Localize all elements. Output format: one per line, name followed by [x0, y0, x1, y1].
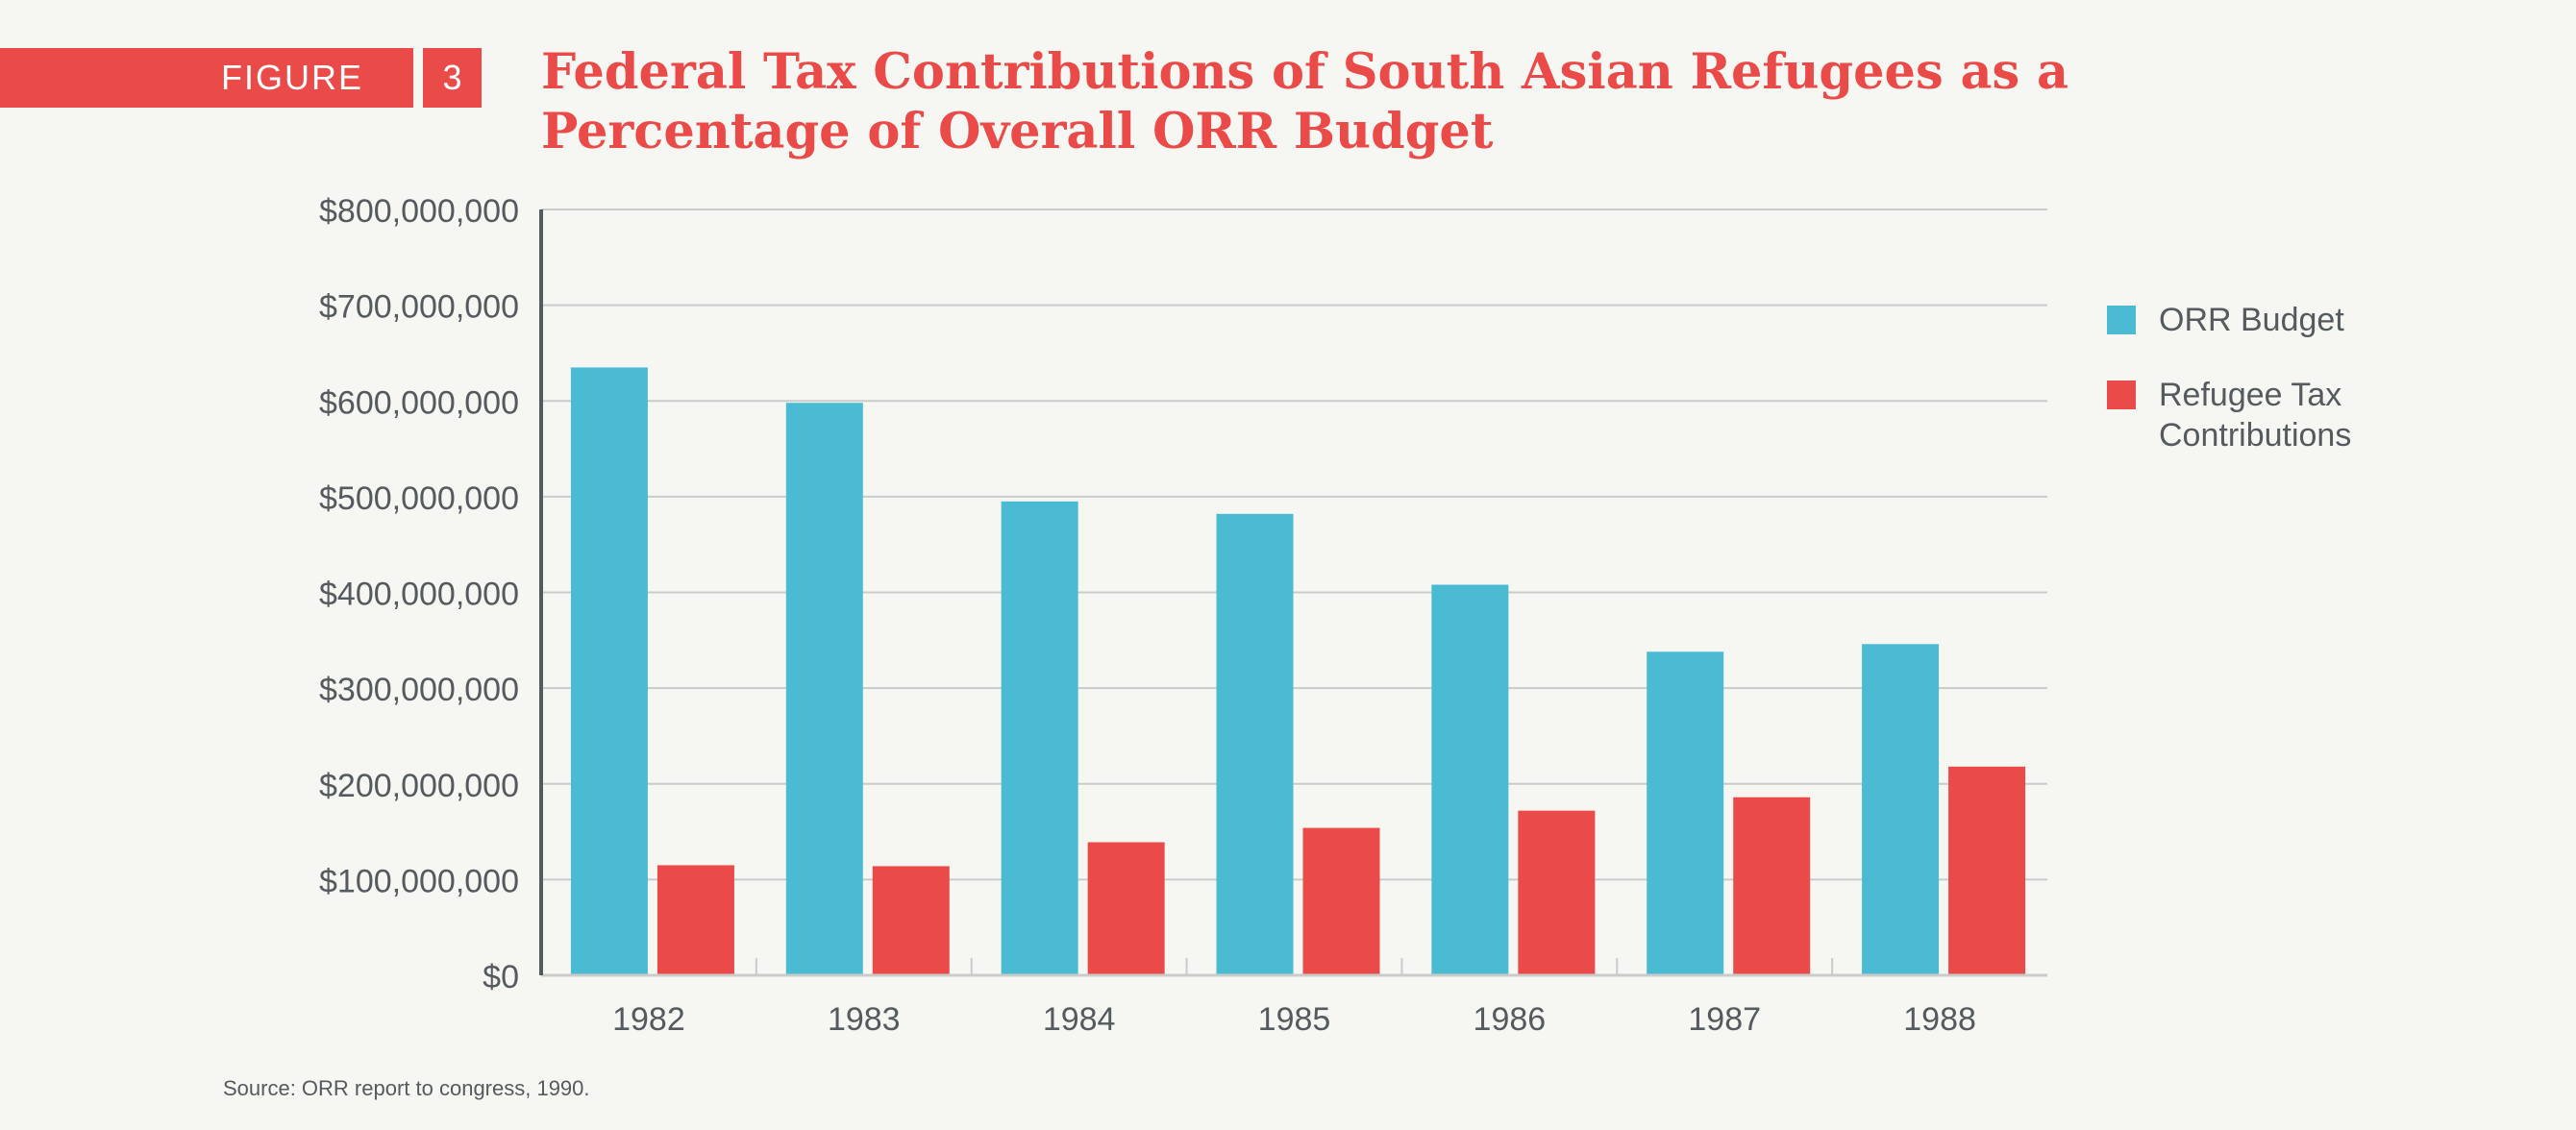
y-tick-label: $100,000,000 — [319, 863, 519, 899]
refugee-tax-bar — [1948, 766, 2026, 975]
x-axis-tick-labels: 1982 1983 1984 1985 1986 1987 1988 — [612, 1001, 1976, 1038]
legend-label-refugee-tax-line2: Contributions — [2159, 417, 2352, 454]
y-tick-label: $500,000,000 — [319, 480, 519, 517]
orr-budget-bar — [1431, 584, 1509, 975]
refugee-tax-bar — [1302, 827, 1380, 975]
y-tick-label: $400,000,000 — [319, 577, 519, 613]
legend-label-refugee-tax: Refugee Tax Contributions — [2159, 375, 2447, 455]
y-tick-label: $0 — [483, 959, 519, 995]
x-tick-label: 1984 — [1043, 1001, 1116, 1038]
legend-label-orr-budget: ORR Budget — [2159, 302, 2344, 338]
y-tick-label: $300,000,000 — [319, 672, 519, 708]
y-axis-tick-labels: $0 $100,000,000 $200,000,000 $300,000,000 $4… — [319, 193, 519, 995]
orr-budget-bar — [1647, 651, 1724, 975]
legend-swatch-refugee-tax — [2107, 381, 2136, 409]
refugee-tax-bar — [872, 866, 950, 975]
x-tick-label: 1986 — [1474, 1001, 1547, 1038]
refugee-tax-bar — [1518, 810, 1596, 975]
gridlines — [541, 209, 2047, 881]
x-tick-label: 1988 — [1903, 1001, 1976, 1038]
orr-budget-bar — [785, 403, 863, 975]
x-tick-label: 1985 — [1258, 1001, 1331, 1038]
y-tick-label: $800,000,000 — [319, 193, 519, 230]
y-tick-label: $200,000,000 — [319, 768, 519, 804]
figure-tag-divider — [413, 48, 423, 108]
chart-title: Federal Tax Contributions of South Asian… — [541, 43, 2069, 160]
x-tick-label: 1983 — [828, 1001, 901, 1038]
x-tick-label: 1982 — [612, 1001, 685, 1038]
y-tick-label: $700,000,000 — [319, 289, 519, 326]
legend-label-refugee-tax-line1: Refugee Tax — [2159, 377, 2342, 413]
y-tick-label: $600,000,000 — [319, 384, 519, 421]
axes — [539, 209, 2047, 977]
orr-budget-bar — [1216, 513, 1294, 975]
refugee-tax-bar — [1733, 797, 1811, 975]
legend-swatch-orr-budget — [2107, 306, 2136, 334]
refugee-tax-bar — [656, 865, 734, 975]
figure-number: 3 — [423, 48, 482, 108]
orr-budget-bar — [570, 367, 648, 976]
refugee-tax-bar — [1087, 842, 1165, 975]
figure-tag: FIGURE — [0, 48, 413, 108]
figure-label: FIGURE — [221, 58, 364, 97]
bars — [570, 367, 2026, 976]
x-tick-label: 1987 — [1688, 1001, 1761, 1038]
source-note: Source: ORR report to congress, 1990. — [223, 1076, 590, 1100]
orr-budget-bar — [1001, 501, 1078, 975]
orr-budget-bar — [1862, 644, 1940, 975]
